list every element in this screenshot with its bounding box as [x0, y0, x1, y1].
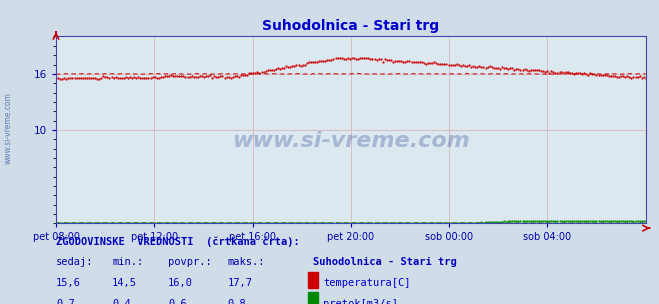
- Text: povpr.:: povpr.:: [168, 257, 212, 268]
- Text: 14,5: 14,5: [112, 278, 137, 288]
- Text: temperatura[C]: temperatura[C]: [323, 278, 411, 288]
- Text: ZGODOVINSKE  VREDNOSTI  (črtkana črta):: ZGODOVINSKE VREDNOSTI (črtkana črta):: [56, 236, 300, 247]
- Text: pretok[m3/s]: pretok[m3/s]: [323, 299, 398, 304]
- Text: 15,6: 15,6: [56, 278, 81, 288]
- Text: maks.:: maks.:: [227, 257, 265, 268]
- Text: min.:: min.:: [112, 257, 143, 268]
- Text: 0,6: 0,6: [168, 299, 186, 304]
- Text: 17,7: 17,7: [227, 278, 252, 288]
- Text: sedaj:: sedaj:: [56, 257, 94, 268]
- Text: 0,7: 0,7: [56, 299, 74, 304]
- Text: 0,4: 0,4: [112, 299, 130, 304]
- Text: 0,8: 0,8: [227, 299, 246, 304]
- Text: www.si-vreme.com: www.si-vreme.com: [4, 92, 13, 164]
- Title: Suhodolnica - Stari trg: Suhodolnica - Stari trg: [262, 19, 440, 33]
- Text: www.si-vreme.com: www.si-vreme.com: [232, 131, 470, 151]
- Text: 16,0: 16,0: [168, 278, 193, 288]
- Text: Suhodolnica - Stari trg: Suhodolnica - Stari trg: [313, 257, 457, 268]
